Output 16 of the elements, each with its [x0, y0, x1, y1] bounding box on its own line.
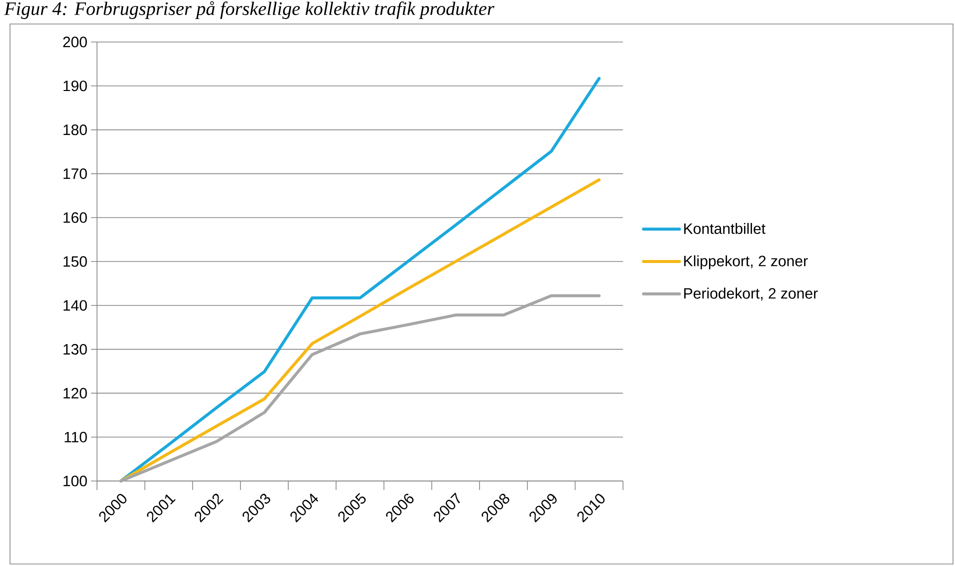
y-tick-label: 110 — [64, 432, 87, 442]
y-tick-label: 120 — [64, 388, 87, 399]
legend-label: Periodekort, 2 zoner — [684, 288, 818, 300]
y-tick-label: 100 — [64, 476, 87, 486]
y-tick-label: 170 — [64, 168, 87, 180]
y-tick-label: 200 — [63, 36, 87, 48]
y-tick-label: 180 — [64, 124, 87, 136]
legend-label: Kontantbillet — [684, 222, 766, 234]
y-tick-label: 190 — [64, 80, 87, 92]
line-series — [119, 294, 601, 482]
y-tick-label: 140 — [64, 300, 87, 311]
chart-title: Figur 4: Forbrugspriser på forskellige kollektiv trafik produkter — [4, 1, 494, 19]
y-tick-label: 150 — [64, 256, 87, 267]
y-tick-label: 130 — [64, 344, 87, 355]
legend-label: Klippekort, 2 zoner — [684, 255, 808, 270]
y-tick-label: 160 — [64, 212, 87, 223]
